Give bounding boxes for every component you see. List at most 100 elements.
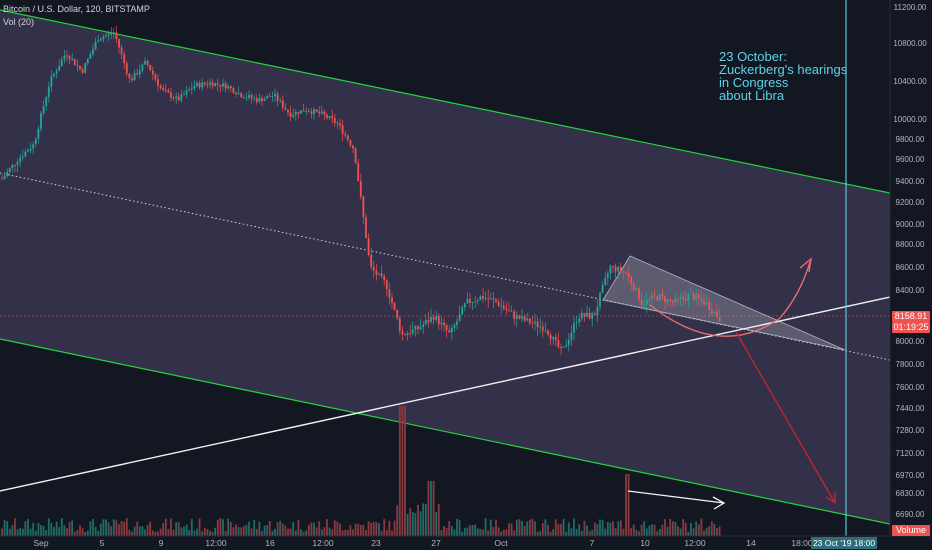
volume-bar — [619, 520, 622, 536]
volume-bar — [666, 526, 669, 536]
candle-body — [58, 65, 61, 71]
candle-body — [388, 289, 391, 298]
volume-bar — [552, 529, 555, 536]
candle-body — [432, 317, 435, 320]
volume-bar — [162, 523, 165, 536]
crosshair-time-label: 23 Oct '19 18:00 — [813, 538, 875, 548]
candle-body — [424, 320, 427, 325]
bearish-arrowhead — [825, 492, 836, 505]
volume-bar — [515, 519, 518, 536]
volume-bar — [253, 519, 256, 536]
candle-body — [596, 306, 599, 315]
candle-body — [172, 97, 175, 99]
candle-body — [6, 171, 9, 176]
volume-bar — [367, 521, 370, 536]
volume-bar — [71, 520, 74, 536]
candle-body — [3, 176, 6, 179]
volume-bar — [110, 526, 113, 536]
volume-bar — [300, 529, 302, 536]
volume-bar — [697, 524, 700, 536]
volume-bar — [344, 529, 347, 536]
candle-body — [112, 32, 115, 34]
volume-bar — [625, 474, 627, 536]
candle-body — [528, 318, 531, 324]
candle-body — [188, 89, 191, 91]
candle-body — [679, 297, 682, 299]
volume-bar — [445, 527, 448, 536]
volume-bar — [198, 518, 201, 536]
candle-body — [544, 330, 547, 332]
candle-body — [164, 89, 167, 91]
candle-body — [440, 322, 443, 325]
volume-bar — [237, 527, 240, 536]
volume-bar — [609, 522, 612, 536]
price-tick-label: 6690.00 — [896, 510, 925, 519]
time-tick-label: 18:00 — [791, 538, 813, 548]
candles — [1, 26, 721, 356]
volume-bar — [378, 523, 380, 536]
candle-body — [159, 85, 162, 88]
candle-body — [310, 111, 313, 114]
volume-bar — [266, 525, 269, 536]
candle-body — [162, 87, 165, 90]
candle-body — [393, 303, 396, 310]
candle-body — [352, 145, 354, 149]
candle-body — [632, 283, 635, 291]
candle-body — [674, 298, 677, 303]
candle-body — [193, 86, 196, 89]
candle-body — [588, 312, 591, 319]
volume-bar — [105, 519, 107, 536]
volume-indicator-label[interactable]: Vol (20) — [3, 17, 35, 27]
candle-body — [380, 273, 383, 277]
candle-body — [578, 318, 581, 323]
candle-body — [102, 36, 105, 40]
time-tick-label: 7 — [590, 538, 595, 548]
price-tick-label: 7440.00 — [896, 404, 925, 413]
volume-bar — [606, 522, 609, 536]
candle-body — [302, 110, 305, 112]
price-tick-label: 9000.00 — [896, 220, 925, 229]
candle-body — [292, 114, 295, 117]
candle-body — [474, 301, 477, 303]
volume-bar — [29, 528, 32, 536]
volume-bar — [591, 529, 594, 536]
candle-body — [359, 180, 362, 197]
volume-bar — [164, 518, 167, 536]
volume-bar — [687, 531, 690, 536]
volume-bar — [224, 531, 227, 536]
volume-bar — [716, 528, 718, 536]
volume-bar — [138, 526, 141, 536]
candle-body — [289, 112, 292, 117]
volume-bar — [229, 522, 232, 536]
candle-body — [513, 311, 516, 319]
volume-bar — [424, 503, 427, 536]
volume-bar — [118, 524, 120, 536]
time-scale[interactable] — [0, 536, 932, 550]
price-channel-fill — [0, 10, 890, 524]
volume-bar — [396, 505, 399, 536]
volume-bar — [255, 528, 258, 536]
candle-body — [573, 323, 575, 333]
price-scale[interactable] — [890, 0, 932, 536]
volume-bar — [16, 529, 19, 536]
volume-bar — [518, 519, 521, 536]
candle-body — [682, 297, 685, 299]
volume-bar — [170, 518, 172, 536]
candle-body — [266, 96, 269, 99]
price-tick-label: 10800.00 — [893, 39, 927, 48]
candle-body — [687, 294, 690, 301]
candle-body — [84, 63, 87, 73]
volume-bar — [453, 529, 456, 536]
candle-body — [177, 96, 180, 101]
candle-body — [315, 109, 318, 112]
price-tick-label: 9600.00 — [896, 155, 925, 164]
volume-bar — [279, 520, 282, 536]
volume-bar — [370, 522, 373, 536]
candle-body — [406, 333, 409, 336]
candle-body — [669, 299, 672, 301]
candle-body — [521, 316, 523, 319]
symbol-title[interactable]: Bitcoin / U.S. Dollar, 120, BITSTAMP — [3, 4, 150, 14]
volume-bar — [294, 530, 297, 536]
volume-bar — [437, 504, 440, 536]
